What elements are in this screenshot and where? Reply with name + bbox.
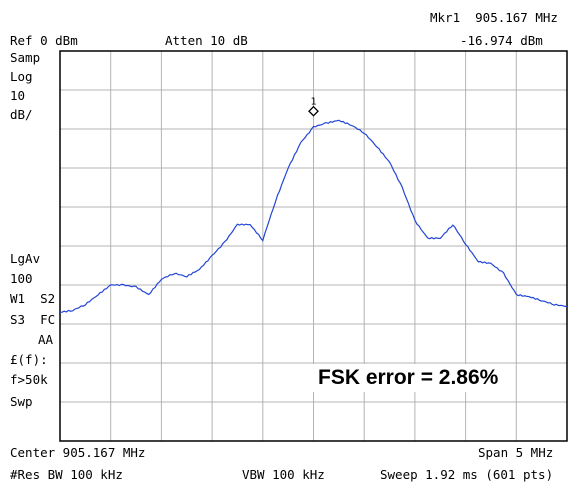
center-frequency: Center 905.167 MHz (10, 445, 146, 460)
marker-number: 1 (310, 97, 316, 108)
function-label: £(f): (10, 352, 48, 367)
scale-unit: dB/ (10, 107, 33, 122)
marker-amplitude-readout: -16.974 dBm (460, 33, 543, 48)
fsk-error-annotation: FSK error = 2.86% (312, 364, 505, 392)
scale-log: Log (10, 69, 33, 84)
sweep-label: Swp (10, 394, 33, 409)
trace-s3-fc: S3 FC (10, 312, 56, 327)
frequency-condition: f>50k (10, 372, 48, 387)
trace-aa: AA (38, 332, 54, 347)
reference-level: Ref 0 dBm (10, 33, 78, 48)
spectrum-trace (59, 119, 568, 313)
attenuation: Atten 10 dB (165, 33, 248, 48)
trace-w1-s2: W1 S2 (10, 291, 56, 306)
detector-samp: Samp (10, 50, 41, 65)
video-bandwidth: VBW 100 kHz (242, 467, 325, 482)
sweep-time: Sweep 1.92 ms (601 pts) (380, 467, 554, 482)
span: Span 5 MHz (478, 445, 554, 460)
marker-diamond-icon (308, 105, 319, 117)
avg-count: 100 (10, 271, 33, 286)
marker-1: 1 (308, 97, 319, 117)
avg-type: LgAv (10, 251, 41, 266)
marker-frequency-readout: Mkr1 905.167 MHz (430, 10, 558, 25)
plot-frame (59, 50, 568, 442)
scale-value: 10 (10, 88, 26, 103)
resolution-bandwidth: #Res BW 100 kHz (10, 467, 123, 482)
